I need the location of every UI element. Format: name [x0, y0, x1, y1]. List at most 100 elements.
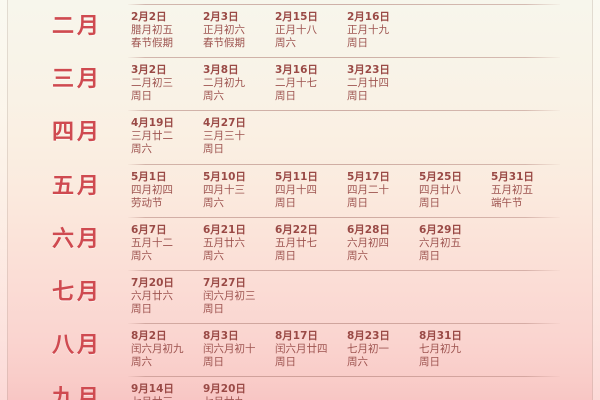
date-entry[interactable]: 6月22日 五月廿七 周日 [275, 224, 347, 263]
date-entry[interactable]: 8月31日 七月初九 周日 [419, 330, 491, 369]
row-divider [128, 270, 560, 271]
entry-lunar-date: 六月初四 [347, 236, 389, 249]
row-divider [128, 57, 560, 59]
date-entry[interactable]: 9月14日七月廿三 [131, 383, 203, 400]
month-entry-list: 6月7日 五月十二 周六 6月21日 五月廿六 周六 6月22日 五月廿七 周日 6月28日 六月初… [131, 224, 566, 263]
month-row: 四月 4月19日 三月廿二 周六 4月27日 三月三十 周日 [0, 110, 600, 163]
row-divider [128, 216, 560, 218]
entry-lunar-date: 二月十七 [275, 77, 317, 90]
month-label: 四月 [51, 120, 102, 146]
row-divider [128, 4, 560, 5]
date-entry[interactable]: 5月25日 四月廿八 周日 [419, 171, 491, 210]
date-entry[interactable]: 3月8日 二月初九 周六 [203, 64, 275, 103]
entry-lunar-date: 闰六月初九 [131, 343, 184, 356]
entry-note: 端午节 [491, 196, 523, 209]
entry-note: 春节假期 [203, 37, 245, 49]
entry-lunar-date: 四月廿八 [419, 183, 461, 196]
date-entry[interactable]: 2月3日 正月初六 春节假期 [203, 11, 275, 50]
entry-lunar-date: 五月廿七 [275, 236, 317, 249]
date-entry[interactable]: 4月19日 三月廿二 周六 [131, 117, 203, 156]
entry-note: 周日 [419, 356, 440, 369]
month-row: 三月 3月2日 二月初三 周日 3月8日 二月初九 周六 3月16日 二月十七 周日 3月23日 二月… [0, 57, 600, 110]
month-label: 七月 [51, 280, 102, 305]
entry-lunar-date: 七月初九 [419, 343, 461, 356]
entry-gregorian-date: 5月10日 [203, 170, 246, 183]
date-entry[interactable]: 9月20日七月廿九 [203, 383, 275, 400]
month-entry-list: 5月1日 四月初四 劳动节 5月10日 四月十三 周六 5月11日 四月十四 周日 5月17日 四月… [131, 171, 566, 210]
entry-note: 周日 [419, 249, 440, 262]
date-entry[interactable]: 3月23日 二月廿四 周日 [347, 64, 419, 103]
date-entry[interactable]: 7月27日 闰六月初三 周日 [203, 277, 275, 316]
entry-note: 周日 [275, 90, 296, 103]
entry-gregorian-date: 3月2日 [131, 64, 167, 77]
entry-note: 周日 [275, 249, 296, 262]
entry-lunar-date: 闰六月廿四 [275, 343, 328, 356]
date-entry[interactable]: 8月2日 闰六月初九 周六 [131, 330, 203, 369]
month-label: 八月 [51, 333, 102, 359]
date-entry[interactable]: 2月15日 正月十八 周六 [275, 11, 347, 50]
entry-lunar-date: 五月廿六 [203, 236, 245, 249]
entry-lunar-date: 闰六月初三 [203, 290, 256, 302]
month-entry-list: 9月14日七月廿三9月20日七月廿九 [131, 383, 566, 400]
entry-gregorian-date: 2月16日 [347, 11, 390, 23]
entry-lunar-date: 四月二十 [347, 183, 389, 196]
entry-note: 周六 [347, 249, 368, 262]
month-entry-list: 2月2日 腊月初五 春节假期 2月3日 正月初六 春节假期 2月15日 正月十八 周六 2月16日… [131, 11, 566, 50]
month-row: 八月 8月2日 闰六月初九 周六 8月3日 闰六月初十 周日 8月17日 闰六月廿四 周日 8月23… [0, 323, 600, 376]
month-label: 二月 [51, 14, 102, 39]
entry-lunar-date: 三月三十 [203, 130, 245, 143]
date-entry[interactable]: 5月31日 五月初五 端午节 [491, 171, 563, 210]
entry-note: 春节假期 [131, 37, 173, 49]
date-entry[interactable]: 6月28日 六月初四 周六 [347, 224, 419, 263]
entry-note: 周六 [347, 356, 368, 369]
date-entry[interactable]: 8月3日 闰六月初十 周日 [203, 330, 275, 369]
entry-note: 周六 [203, 249, 224, 262]
date-entry[interactable]: 5月17日 四月二十 周日 [347, 171, 419, 210]
date-entry[interactable]: 2月2日 腊月初五 春节假期 [131, 11, 203, 50]
entry-note: 周日 [347, 196, 368, 209]
entry-gregorian-date: 7月27日 [203, 277, 246, 289]
entry-note: 周日 [131, 90, 152, 103]
date-entry[interactable]: 6月29日 六月初五 周日 [419, 224, 491, 263]
entry-note: 周日 [203, 356, 224, 369]
entry-gregorian-date: 6月29日 [419, 223, 462, 236]
date-entry[interactable]: 7月20日 六月廿六 周日 [131, 277, 203, 316]
entry-note: 周日 [419, 196, 440, 209]
date-entry[interactable]: 8月23日 七月初一 周六 [347, 330, 419, 369]
row-divider [128, 110, 560, 112]
entry-note: 周日 [347, 37, 368, 49]
date-entry[interactable]: 3月2日 二月初三 周日 [131, 64, 203, 103]
entry-note: 周日 [275, 196, 296, 209]
entry-gregorian-date: 3月8日 [203, 64, 239, 77]
entry-gregorian-date: 2月2日 [131, 11, 167, 23]
entry-gregorian-date: 4月27日 [203, 117, 246, 130]
entry-gregorian-date: 8月2日 [131, 330, 167, 343]
date-entry[interactable]: 5月10日 四月十三 周六 [203, 171, 275, 210]
entry-lunar-date: 七月初一 [347, 343, 389, 356]
entry-lunar-date: 二月初三 [131, 77, 173, 90]
entry-gregorian-date: 2月3日 [203, 11, 239, 23]
row-divider [128, 376, 560, 378]
entry-note: 周六 [203, 90, 224, 103]
date-entry[interactable]: 6月7日 五月十二 周六 [131, 224, 203, 263]
date-entry[interactable]: 4月27日 三月三十 周日 [203, 117, 275, 156]
month-entry-list: 8月2日 闰六月初九 周六 8月3日 闰六月初十 周日 8月17日 闰六月廿四 周日 8月23日七… [131, 330, 566, 369]
entry-gregorian-date: 8月17日 [275, 330, 318, 343]
entry-lunar-date: 闰六月初十 [203, 343, 256, 356]
date-entry[interactable]: 5月1日 四月初四 劳动节 [131, 171, 203, 210]
date-entry[interactable]: 6月21日 五月廿六 周六 [203, 224, 275, 263]
entry-note: 周六 [203, 196, 224, 209]
month-row: 五月 5月1日 四月初四 劳动节 5月10日 四月十三 周六 5月11日 四月十四 周日 5月17日… [0, 163, 600, 217]
month-row: 九月 9月14日七月廿三9月20日七月廿九 [0, 376, 600, 400]
entry-lunar-date: 腊月初五 [131, 24, 173, 36]
entry-lunar-date: 二月廿四 [347, 77, 389, 90]
date-entry[interactable]: 3月16日 二月十七 周日 [275, 64, 347, 103]
entry-note: 周日 [275, 356, 296, 369]
date-entry[interactable]: 2月16日 正月十九 周日 [347, 11, 419, 50]
date-entry[interactable]: 8月17日 闰六月廿四 周日 [275, 330, 347, 369]
entry-gregorian-date: 3月23日 [347, 64, 390, 77]
entry-gregorian-date: 8月3日 [203, 330, 239, 343]
month-row: 七月 7月20日 六月廿六 周日 7月27日 闰六月初三 周日 [0, 270, 600, 323]
date-entry[interactable]: 5月11日 四月十四 周日 [275, 171, 347, 210]
